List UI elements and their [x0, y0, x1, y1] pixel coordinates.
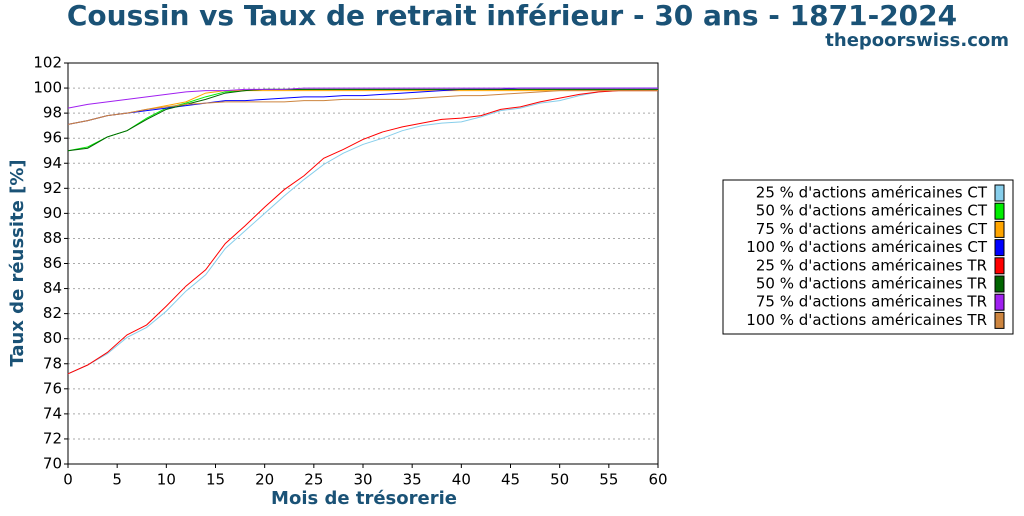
series-line — [67, 87, 658, 109]
x-tick-label: 10 — [157, 471, 176, 489]
y-tick-label: 86 — [43, 254, 62, 272]
legend-label: 25 % d'actions américaines TR — [756, 256, 987, 274]
legend-swatch — [994, 202, 1005, 220]
legend-label: 100 % d'actions américaines TR — [746, 311, 987, 329]
y-axis-label: Taux de réussite [%] — [7, 159, 28, 366]
legend-swatch — [994, 311, 1005, 329]
y-tick-label: 76 — [43, 379, 62, 397]
legend-swatch — [994, 293, 1005, 311]
legend-label: 50 % d'actions américaines TR — [756, 275, 987, 293]
legend-swatch — [994, 275, 1005, 293]
y-tick-label: 98 — [43, 104, 62, 122]
legend-swatch — [994, 220, 1005, 238]
chart-title: Coussin vs Taux de retrait inférieur - 3… — [67, 0, 957, 32]
legend-box — [722, 179, 1014, 335]
y-tick-label: 90 — [43, 204, 62, 222]
y-tick-label: 92 — [43, 179, 62, 197]
y-tick-label: 84 — [43, 279, 62, 297]
legend-label: 75 % d'actions américaines TR — [756, 293, 987, 311]
y-tick-label: 78 — [43, 354, 62, 372]
x-tick-label: 0 — [63, 471, 73, 489]
y-tick-label: 80 — [43, 329, 62, 347]
series-line — [67, 87, 658, 125]
y-tick-label: 70 — [43, 455, 62, 473]
y-tick-label: 82 — [43, 304, 62, 322]
legend-label: 25 % d'actions américaines CT — [756, 184, 988, 202]
legend-label: 50 % d'actions américaines CT — [756, 202, 988, 220]
x-tick-label: 55 — [599, 471, 618, 489]
plot-frame — [67, 62, 659, 465]
series-line — [67, 90, 658, 375]
series-line — [67, 88, 658, 152]
y-tick-label: 72 — [43, 429, 62, 447]
series-line — [67, 90, 658, 375]
x-tick-label: 60 — [648, 471, 667, 489]
y-tick-label: 96 — [43, 129, 62, 147]
legend-label: 75 % d'actions américaines CT — [756, 220, 988, 238]
legend-swatch — [994, 239, 1005, 257]
series-line — [67, 90, 658, 125]
x-tick-label: 35 — [403, 471, 422, 489]
x-tick-label: 50 — [550, 471, 569, 489]
x-axis-label: Mois de trésorerie — [271, 488, 457, 509]
x-tick-label: 25 — [304, 471, 323, 489]
legend-label: 100 % d'actions américaines CT — [746, 238, 988, 256]
y-tick-label: 94 — [43, 154, 62, 172]
x-tick-label: 30 — [353, 471, 372, 489]
x-tick-label: 45 — [501, 471, 520, 489]
x-tick-label: 5 — [112, 471, 122, 489]
y-tick-label: 88 — [43, 229, 62, 247]
x-tick-label: 20 — [255, 471, 274, 489]
y-tick-label: 100 — [33, 79, 62, 97]
x-tick-label: 40 — [452, 471, 471, 489]
chart-subtitle: thepoorswiss.com — [825, 30, 1009, 51]
legend-swatch — [994, 184, 1005, 202]
y-tick-label: 102 — [33, 54, 62, 72]
x-tick-label: 15 — [206, 471, 225, 489]
y-tick-label: 74 — [43, 404, 62, 422]
legend-swatch — [994, 257, 1005, 275]
